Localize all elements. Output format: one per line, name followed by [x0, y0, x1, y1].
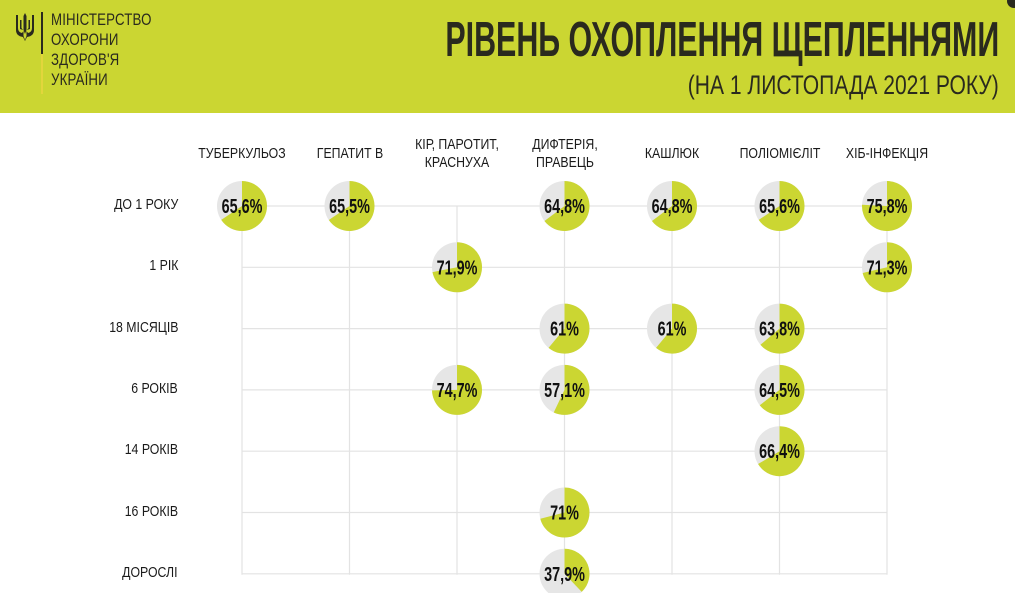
- column-header: ПОЛІОМІЄЛІТ: [726, 145, 833, 163]
- pie-slice: [432, 364, 483, 415]
- pie-value-label: 75,8%: [867, 195, 908, 218]
- column-header: ХІБ-ІНФЕКЦІЯ: [834, 145, 941, 163]
- pie-slice: [432, 242, 482, 293]
- row-header: 16 РОКІВ: [124, 502, 178, 520]
- pie-value-label: 66,4%: [759, 440, 800, 463]
- pie-value-label: 71%: [550, 501, 579, 524]
- logo-line: УКРАЇНИ: [51, 70, 108, 89]
- pie-slice: [544, 181, 590, 231]
- column-header-line: ХІБ-ІНФЕКЦІЯ: [845, 145, 929, 162]
- row-header: 1 РІК: [148, 257, 178, 275]
- logo-divider: [41, 12, 43, 94]
- pie-slice: [540, 487, 590, 538]
- pie-value-label: 61%: [658, 317, 687, 340]
- pie-value-label: 64,5%: [759, 379, 800, 402]
- pie-value-label: 71,9%: [437, 256, 478, 279]
- column-header: КАШЛЮК: [619, 145, 726, 163]
- pie-slice: [548, 303, 590, 354]
- row-header: 14 РОКІВ: [124, 441, 178, 459]
- row-header: ДО 1 РОКУ: [113, 196, 178, 213]
- pie-value-label: 37,9%: [544, 562, 585, 585]
- pie-value-label: 65,6%: [759, 195, 800, 218]
- pie-slice: [759, 364, 805, 415]
- column-header: ГЕПАТИТ В: [296, 145, 403, 163]
- pie-slice: [651, 181, 697, 231]
- column-header-line: КІР, ПАРОТИТ,: [415, 136, 499, 153]
- pie-slice: [862, 242, 912, 293]
- row-header: 6 РОКІВ: [131, 379, 178, 397]
- chart-title: РІВЕНЬ ОХОПЛЕННЯ ЩЕПЛЕННЯМИ: [445, 13, 999, 67]
- corner-badge: [1007, 0, 1015, 8]
- logo-line: ЗДОРОВ'Я: [51, 50, 120, 69]
- pie-value-label: 63,8%: [759, 317, 800, 340]
- pie-value-label: 57,1%: [544, 379, 585, 402]
- column-header: КІР, ПАРОТИТ, КРАСНУХА: [404, 136, 511, 172]
- chart-subtitle: (НА 1 ЛИСТОПАДА 2021 РОКУ): [687, 70, 999, 100]
- row-header: 18 МІСЯЦІВ: [108, 318, 178, 336]
- pie-slice: [758, 181, 805, 231]
- pie-value-label: 65,6%: [222, 195, 263, 218]
- pie-slice: [221, 181, 268, 232]
- ministry-logo-text: МІНІСТЕРСТВО ОХОРОНИ ЗДОРОВ'Я УКРАЇНИ: [51, 10, 152, 90]
- column-header-line: КАШЛЮК: [644, 145, 700, 162]
- column-header: ДИФТЕРІЯ, ПРАВЕЦЬ: [511, 136, 618, 172]
- pie-value-label: 64,8%: [544, 195, 585, 218]
- pie-slice: [564, 548, 590, 592]
- logo-line: ОХОРОНИ: [51, 30, 119, 49]
- pie-slice: [553, 364, 590, 415]
- pie-value-label: 61%: [550, 317, 579, 340]
- pie-value-label: 65,5%: [329, 195, 370, 218]
- column-header: ТУБЕРКУЛЬОЗ: [189, 145, 296, 163]
- column-header-line: ТУБЕРКУЛЬОЗ: [198, 145, 286, 162]
- pie-slice: [758, 426, 805, 477]
- column-header-line: ПРАВЕЦЬ: [535, 154, 594, 171]
- column-header-line: ДИФТЕРІЯ,: [531, 136, 598, 153]
- logo-line: МІНІСТЕРСТВО: [51, 10, 152, 29]
- pie-slice: [760, 303, 805, 354]
- trident-icon: [16, 13, 34, 41]
- header-banner: МІНІСТЕРСТВО ОХОРОНИ ЗДОРОВ'Я УКРАЇНИ РІ…: [0, 0, 1015, 113]
- column-header-line: КРАСНУХА: [424, 154, 490, 171]
- column-header-line: ГЕПАТИТ В: [316, 145, 383, 162]
- row-header: ДОРОСЛІ: [122, 563, 178, 581]
- column-header-line: ПОЛІОМІЄЛІТ: [739, 145, 820, 162]
- pie-slice: [861, 181, 912, 231]
- pie-slice: [328, 181, 375, 231]
- pie-value-label: 64,8%: [652, 195, 693, 218]
- pie-value-label: 74,7%: [437, 379, 478, 402]
- pie-value-label: 71,3%: [867, 256, 908, 279]
- pie-slice: [656, 303, 697, 354]
